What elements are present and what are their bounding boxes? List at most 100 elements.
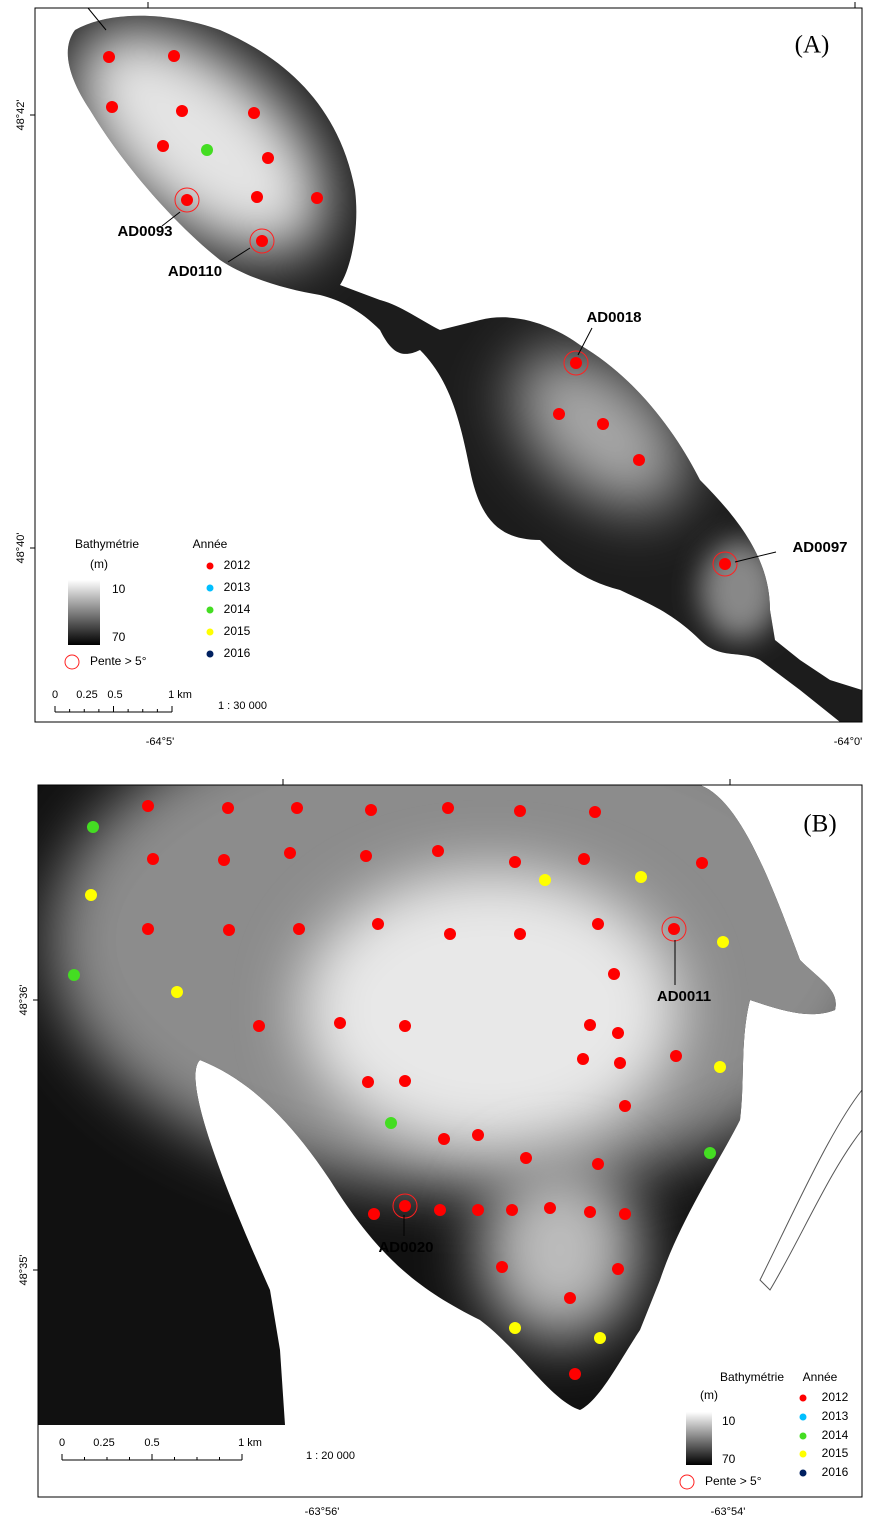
sample-point <box>442 802 454 814</box>
sample-point <box>218 854 230 866</box>
legend-title: Année <box>193 537 228 551</box>
sample-point <box>147 853 159 865</box>
legend-title: Bathymétrie <box>720 1370 784 1384</box>
sample-point <box>87 821 99 833</box>
scale-label: 0 <box>52 689 58 701</box>
legend-dot <box>207 563 214 570</box>
sample-point <box>670 1050 682 1062</box>
depth-ramp <box>686 1412 712 1465</box>
sample-point <box>496 1261 508 1273</box>
legend-title: Bathymétrie <box>75 537 139 551</box>
sample-point <box>171 986 183 998</box>
scale-label: 0.25 <box>76 689 97 701</box>
sample-point <box>362 1076 374 1088</box>
sample-point <box>223 924 235 936</box>
sample-point <box>68 969 80 981</box>
sample-point <box>472 1129 484 1141</box>
longitude-label: -63°54' <box>711 1506 746 1518</box>
legend-dot <box>800 1451 807 1458</box>
sample-point <box>385 1117 397 1129</box>
sample-point <box>584 1019 596 1031</box>
sample-point <box>201 144 213 156</box>
sample-point <box>438 1133 450 1145</box>
sample-point <box>544 1202 556 1214</box>
panel-label: (A) <box>795 32 830 59</box>
longitude-label: -64°0' <box>834 736 863 748</box>
sample-point <box>514 928 526 940</box>
sample-point <box>256 235 268 247</box>
legend-label: 2016 <box>224 646 251 660</box>
sample-point <box>704 1147 716 1159</box>
latitude-label: 48°40' <box>15 533 27 564</box>
legend-tick: 70 <box>722 1452 736 1466</box>
legend-dot <box>207 585 214 592</box>
scale-label: 1 km <box>168 689 192 701</box>
sample-point <box>181 194 193 206</box>
legend-unit: (m) <box>700 1388 718 1402</box>
scale-ratio: 1 : 20 000 <box>306 1450 355 1462</box>
legend-label: 2013 <box>224 580 251 594</box>
scale-label: 0.25 <box>93 1437 114 1449</box>
sample-point <box>608 968 620 980</box>
sample-point <box>520 1152 532 1164</box>
sample-point <box>592 918 604 930</box>
legend-dot <box>800 1395 807 1402</box>
sample-point <box>432 845 444 857</box>
sample-point <box>514 805 526 817</box>
sample-point <box>360 850 372 862</box>
legend-label: 2012 <box>822 1390 849 1404</box>
sample-point <box>106 101 118 113</box>
sample-point <box>668 923 680 935</box>
legend-label: 2015 <box>224 624 251 638</box>
legend-dot <box>800 1470 807 1477</box>
sample-point <box>589 806 601 818</box>
sample-point <box>619 1208 631 1220</box>
legend-dot <box>207 651 214 658</box>
sample-point <box>619 1100 631 1112</box>
sample-point <box>633 454 645 466</box>
sample-point <box>539 874 551 886</box>
sample-point <box>696 857 708 869</box>
sample-point <box>293 923 305 935</box>
sample-point <box>444 928 456 940</box>
legend-label: 2014 <box>224 602 251 616</box>
sample-point <box>334 1017 346 1029</box>
legend-label: Pente > 5° <box>90 654 147 668</box>
sample-point <box>142 923 154 935</box>
sample-point <box>714 1061 726 1073</box>
sample-point <box>284 847 296 859</box>
figure: (A)-64°5'-64°0'48°42'48°40'AD0093AD0110A… <box>0 0 870 1525</box>
slope-symbol <box>65 655 79 669</box>
scale-ratio: 1 : 30 000 <box>218 700 267 712</box>
sample-point <box>553 408 565 420</box>
sample-point <box>564 1292 576 1304</box>
longitude-label: -64°5' <box>146 736 175 748</box>
sample-point <box>291 802 303 814</box>
latitude-label: 48°35' <box>18 1255 30 1286</box>
sample-point <box>311 192 323 204</box>
scale-label: 0 <box>59 1437 65 1449</box>
sample-point <box>365 804 377 816</box>
slope-symbol <box>680 1475 694 1489</box>
sample-point <box>142 800 154 812</box>
legend-title: Année <box>803 1370 838 1384</box>
legend-dot <box>800 1414 807 1421</box>
sample-point <box>614 1057 626 1069</box>
island-outline <box>760 1090 862 1290</box>
legend-tick: 10 <box>112 582 126 596</box>
scale-label: 1 km <box>238 1437 262 1449</box>
legend-dot <box>800 1433 807 1440</box>
legend-dot <box>207 607 214 614</box>
sample-point <box>85 889 97 901</box>
sample-point <box>157 140 169 152</box>
legend-tick: 10 <box>722 1414 736 1428</box>
sample-point <box>635 871 647 883</box>
legend-unit: (m) <box>90 557 108 571</box>
station-label: AD0093 <box>117 223 172 240</box>
legend-label: Pente > 5° <box>705 1474 762 1488</box>
sample-point <box>222 802 234 814</box>
scale-label: 0.5 <box>107 689 122 701</box>
sample-point <box>612 1027 624 1039</box>
sample-point <box>578 853 590 865</box>
legend-label: 2014 <box>822 1428 849 1442</box>
